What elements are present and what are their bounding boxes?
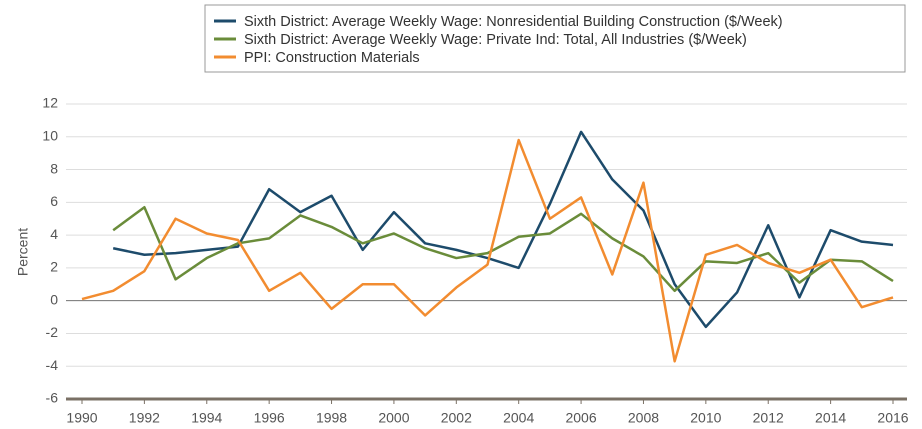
y-axis-label: Percent bbox=[15, 228, 31, 276]
y-tick-label: 2 bbox=[50, 259, 58, 275]
x-tick-label: 2004 bbox=[503, 410, 534, 426]
x-tick-label: 2000 bbox=[378, 410, 409, 426]
legend: Sixth District: Average Weekly Wage: Non… bbox=[214, 14, 783, 66]
x-tick-label: 2016 bbox=[877, 410, 908, 426]
x-tick-label: 1990 bbox=[66, 410, 97, 426]
x-tick-label: 2008 bbox=[628, 410, 659, 426]
legend-label: Sixth District: Average Weekly Wage: Pri… bbox=[244, 32, 747, 48]
y-tick-label: -4 bbox=[46, 357, 59, 373]
y-tick-label: 4 bbox=[50, 226, 58, 242]
x-tick-label: 1992 bbox=[129, 410, 160, 426]
y-tick-label: 12 bbox=[42, 95, 58, 111]
y-tick-label: 6 bbox=[50, 193, 58, 209]
x-tick-label: 2014 bbox=[815, 410, 846, 426]
y-tick-label: -2 bbox=[46, 324, 59, 340]
series-line bbox=[81, 138, 894, 363]
legend-box bbox=[204, 4, 906, 73]
y-tick-label: -6 bbox=[46, 390, 59, 406]
x-tick-label: 1994 bbox=[191, 410, 222, 426]
x-tick-label: 2010 bbox=[690, 410, 721, 426]
x-tick-label: 1998 bbox=[316, 410, 347, 426]
x-tick-label: 2012 bbox=[753, 410, 784, 426]
y-tick-label: 8 bbox=[50, 160, 58, 176]
legend-label: PPI: Construction Materials bbox=[244, 50, 420, 66]
x-tick-label: 1996 bbox=[254, 410, 285, 426]
x-tick-label: 2002 bbox=[441, 410, 472, 426]
series-line bbox=[112, 206, 894, 293]
x-tick-label: 2006 bbox=[565, 410, 596, 426]
series-line bbox=[112, 130, 894, 329]
legend-label: Sixth District: Average Weekly Wage: Non… bbox=[244, 14, 783, 30]
y-tick-label: 0 bbox=[50, 291, 58, 307]
y-tick-label: 10 bbox=[42, 127, 58, 143]
